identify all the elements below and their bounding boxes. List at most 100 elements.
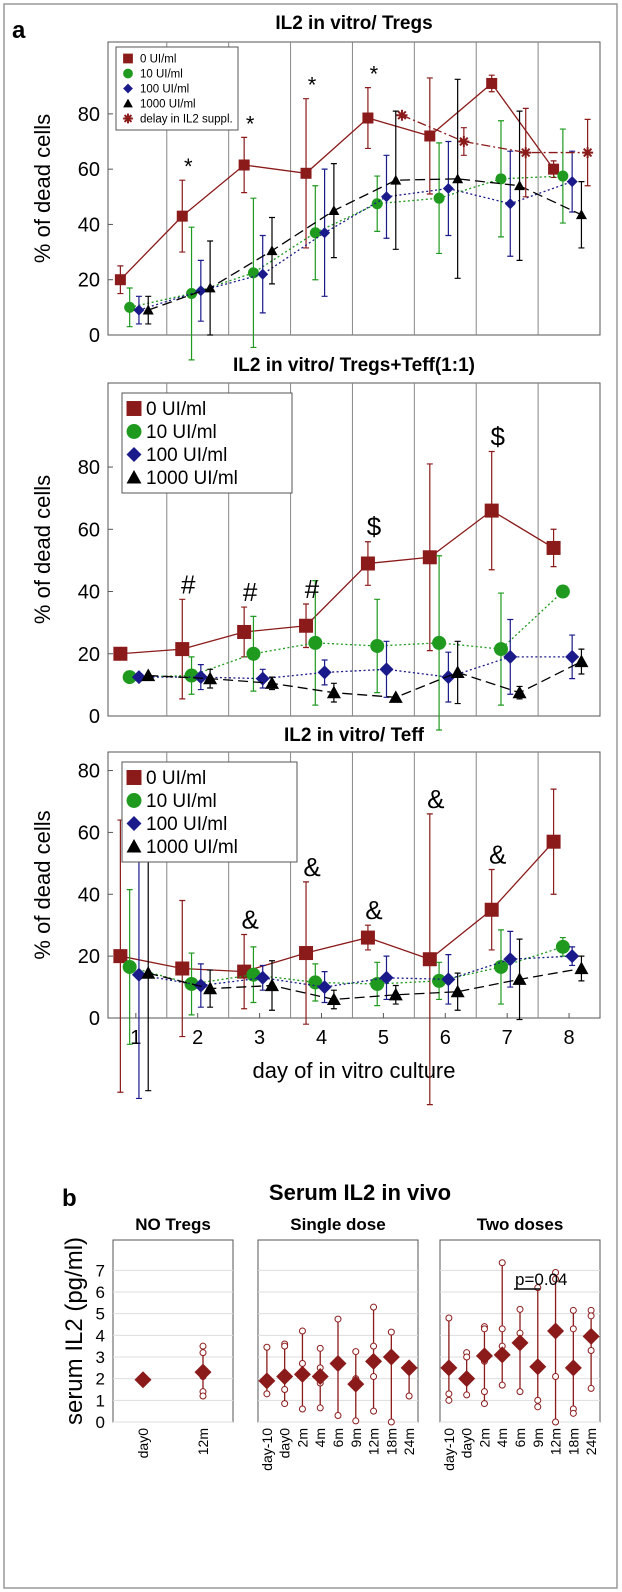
data-point xyxy=(552,1275,560,1283)
marker xyxy=(326,992,341,1006)
chart-title: IL2 in vitro/ Teff xyxy=(284,725,425,746)
marker xyxy=(520,147,532,159)
series-line xyxy=(401,114,588,154)
marker xyxy=(362,112,374,124)
mean-marker xyxy=(134,1371,152,1389)
series-line xyxy=(120,841,555,973)
data-point xyxy=(370,1342,378,1350)
mean-marker xyxy=(311,1368,329,1385)
data-point xyxy=(463,1391,471,1399)
x-tick-label: 9m xyxy=(348,1428,364,1447)
chart-title: IL2 in vitro/ Tregs xyxy=(275,13,432,34)
marker xyxy=(433,192,445,204)
marker xyxy=(193,978,208,993)
legend-label: 1000 UI/ml xyxy=(140,99,196,111)
marker xyxy=(493,642,508,657)
x-tick-label: 24m xyxy=(401,1428,417,1455)
panel-title: Serum IL2 in vivo xyxy=(269,1180,451,1205)
legend-label: 10 UI/ml xyxy=(146,791,217,812)
data-point xyxy=(498,1381,506,1389)
x-tick-label: 2m xyxy=(476,1428,492,1447)
x-tick-label: 4 xyxy=(316,1027,327,1049)
data-point xyxy=(587,1347,595,1354)
annotation: & xyxy=(365,895,382,925)
x-tick-label: 7 xyxy=(502,1027,513,1049)
marker xyxy=(422,952,437,967)
marker xyxy=(546,540,561,555)
marker xyxy=(203,981,218,995)
legend-marker xyxy=(123,98,133,108)
legend-label: 100 UI/ml xyxy=(146,445,227,466)
x-tick-label: day0 xyxy=(135,1428,151,1459)
data-point xyxy=(199,1342,207,1350)
annotation: $ xyxy=(367,512,382,542)
y-tick-label: 0 xyxy=(89,1008,100,1030)
legend-marker xyxy=(126,401,142,416)
y-tick-label: 20 xyxy=(78,644,100,666)
series-line xyxy=(129,946,564,985)
figure-frame xyxy=(3,3,618,1589)
y-tick-label: 20 xyxy=(78,270,100,292)
data-point xyxy=(569,1325,577,1333)
marker xyxy=(360,556,375,571)
marker xyxy=(548,163,560,175)
data-point xyxy=(370,1303,378,1311)
x-tick-label: 2 xyxy=(192,1027,203,1049)
annotation: & xyxy=(489,840,506,870)
marker xyxy=(582,147,594,159)
y-tick-label: 80 xyxy=(78,457,100,479)
y-axis-label: % of dead cells xyxy=(30,475,55,624)
data-point xyxy=(445,1314,453,1322)
marker xyxy=(441,972,456,987)
subplot-title: Two doses xyxy=(477,1215,564,1234)
y-tick-label: 4 xyxy=(96,1326,105,1345)
data-point xyxy=(281,1400,289,1408)
marker xyxy=(122,959,137,974)
x-tick-label: day-10 xyxy=(259,1428,275,1471)
y-tick-label: 0 xyxy=(89,706,100,728)
series-line xyxy=(148,660,582,698)
x-axis-label: day of in vitro culture xyxy=(253,1058,456,1083)
data-point xyxy=(370,1373,378,1380)
mean-marker xyxy=(194,1363,212,1381)
marker xyxy=(493,959,508,974)
marker xyxy=(432,973,447,988)
data-point xyxy=(281,1342,289,1350)
marker xyxy=(441,670,456,685)
y-tick-label: 3 xyxy=(96,1348,105,1367)
y-tick-label: 1 xyxy=(96,1391,105,1410)
data-point xyxy=(387,1328,395,1336)
annotation: # xyxy=(181,569,196,599)
y-tick-label: 80 xyxy=(78,761,100,783)
data-point xyxy=(334,1315,342,1323)
marker xyxy=(512,685,527,699)
mean-marker xyxy=(382,1348,400,1366)
y-tick-label: 2 xyxy=(96,1370,105,1389)
marker xyxy=(450,984,465,998)
mean-marker xyxy=(458,1370,476,1388)
data-point xyxy=(569,1306,577,1314)
marker xyxy=(484,902,499,917)
annotation: * xyxy=(184,154,193,179)
legend-box xyxy=(121,761,298,863)
marker xyxy=(442,183,454,194)
y-tick-label: 0 xyxy=(89,325,100,347)
series-line xyxy=(148,967,582,1001)
x-tick-label: 4m xyxy=(494,1428,510,1447)
marker xyxy=(574,654,589,668)
marker xyxy=(555,939,570,954)
x-tick-label: 6 xyxy=(440,1027,451,1049)
marker xyxy=(114,274,126,286)
marker xyxy=(328,205,340,216)
x-tick-label: 6m xyxy=(512,1428,528,1447)
y-tick-label: 6 xyxy=(96,1283,105,1302)
marker xyxy=(396,109,408,121)
marker xyxy=(246,646,261,661)
marker xyxy=(175,642,190,657)
y-axis-label: % of dead cells xyxy=(30,810,55,959)
marker xyxy=(184,668,199,683)
marker xyxy=(388,690,403,703)
marker xyxy=(379,970,394,985)
annotation: # xyxy=(305,574,320,604)
